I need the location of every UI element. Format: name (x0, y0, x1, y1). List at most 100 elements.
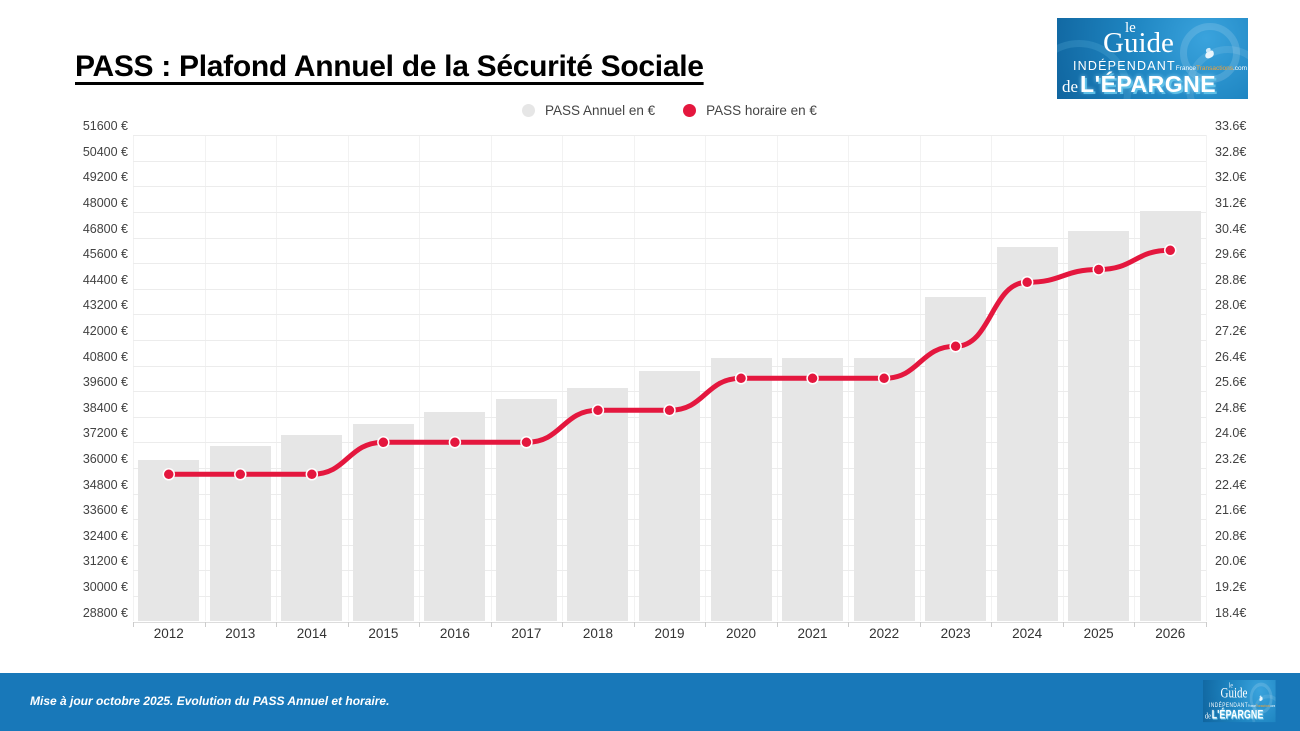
page-title: PASS : Plafond Annuel de la Sécurité Soc… (75, 50, 704, 84)
bar-2020 (710, 358, 772, 622)
vertical-gridline (347, 135, 349, 622)
vertical-gridline (419, 135, 421, 622)
logo-guide: Guide (1220, 684, 1248, 702)
logo-epargne-row: deL'ÉPARGNE (1205, 708, 1264, 722)
logo-site: FranceTransactions.com (1175, 65, 1248, 72)
right-axis-tick: 28.0€ (1215, 298, 1247, 313)
x-axis-label-2026: 2026 (1155, 626, 1186, 641)
x-axis-tickmark (919, 621, 921, 627)
legend-hourly-marker-icon (683, 103, 697, 117)
x-axis-label-2019: 2019 (654, 626, 685, 641)
x-axis-tickmark (776, 621, 778, 627)
vertical-gridline (705, 135, 707, 622)
right-axis-tick: 26.4€ (1215, 349, 1247, 364)
logo-ring-decoration (1186, 46, 1248, 99)
right-axis-tick: 32.0€ (1215, 170, 1247, 185)
logo-le: le (1228, 681, 1233, 690)
bar-2019 (639, 371, 700, 622)
x-axis-label-2018: 2018 (582, 626, 613, 641)
bar-2016 (424, 412, 486, 622)
x-axis-label-2013: 2013 (225, 626, 256, 641)
left-axis-tick: 33600 € (82, 503, 128, 518)
vertical-gridline (562, 135, 564, 622)
right-axis-tick: 19.2€ (1215, 579, 1247, 594)
right-axis-tick: 25.6€ (1215, 375, 1247, 390)
logo-de: de (1062, 77, 1079, 96)
left-axis-tick: 32400 € (82, 528, 128, 543)
vertical-gridline (633, 135, 635, 622)
right-axis-tick: 23.2€ (1215, 451, 1247, 466)
bar-2025 (1068, 231, 1130, 622)
vertical-gridline (919, 135, 921, 622)
logo-epargne: L'ÉPARGNE (1211, 707, 1264, 722)
vertical-gridline (991, 135, 993, 622)
left-axis-tick: 43200 € (82, 298, 128, 313)
x-axis-label-2016: 2016 (439, 626, 470, 641)
left-axis-tick: 30000 € (82, 579, 128, 594)
logo-ring-decoration (1252, 694, 1276, 723)
x-axis-tickmark (1206, 621, 1207, 627)
x-axis-tickmark (1062, 621, 1064, 627)
left-axis-tick: 42000 € (82, 323, 128, 338)
chart-legend: PASS Annuel en € PASS horaire en € (133, 100, 1206, 120)
bar-2026 (1139, 210, 1201, 622)
right-axis-tick: 24.0€ (1215, 426, 1247, 441)
vertical-gridline (276, 135, 278, 622)
right-axis-tick: 28.8€ (1215, 272, 1247, 287)
bar-2023 (925, 297, 987, 622)
legend-annual-marker-icon (522, 103, 536, 117)
left-axis-tick: 48000 € (82, 195, 128, 210)
right-axis-tick: 27.2€ (1215, 323, 1247, 338)
x-axis-tickmark (419, 621, 421, 627)
right-axis-tick: 31.2€ (1215, 195, 1247, 210)
bar-2021 (782, 358, 844, 622)
x-axis-tickmark (991, 621, 993, 627)
vertical-gridline (1134, 135, 1136, 622)
x-axis-label-2021: 2021 (797, 626, 828, 641)
x-axis-tickmark (562, 621, 564, 627)
logo-epargne: L'ÉPARGNE (1080, 71, 1217, 97)
logo-site: FranceTransactions.com (1248, 704, 1276, 709)
x-axis-tickmark (204, 621, 206, 627)
horizontal-gridline (133, 160, 1206, 162)
right-axis-tick: 21.6€ (1215, 503, 1247, 518)
vertical-gridline (848, 135, 850, 622)
left-axis-tick: 34800 € (82, 477, 128, 492)
x-axis-label-2025: 2025 (1083, 626, 1114, 641)
left-axis-tick: 49200 € (82, 170, 128, 185)
logo-guide: Guide (1103, 27, 1174, 59)
vertical-gridline (204, 135, 206, 622)
right-axis-tick: 24.8€ (1215, 400, 1247, 415)
x-axis-label-2024: 2024 (1012, 626, 1043, 641)
footer: Mise à jour octobre 2025. Evolution du P… (0, 673, 1300, 731)
x-axis-label-2020: 2020 (726, 626, 757, 641)
horizontal-gridline (133, 211, 1206, 213)
right-axis-tick: 29.6€ (1215, 247, 1247, 262)
x-axis-label-2022: 2022 (869, 626, 900, 641)
vertical-gridline (1206, 135, 1207, 622)
logo-independant: INDÉPENDANT (1073, 59, 1176, 73)
bar-2014 (281, 434, 343, 622)
x-axis-label-2012: 2012 (153, 626, 184, 641)
left-axis-tick: 46800 € (82, 221, 128, 236)
logo-epargne-row: deL'ÉPARGNE (1062, 71, 1216, 98)
bar-2015 (352, 424, 414, 622)
left-axis-tick: 39600 € (82, 375, 128, 390)
logo-independant-row: INDÉPENDANTFranceTransactions.com (1209, 700, 1275, 709)
right-axis-tick: 22.4€ (1215, 477, 1247, 492)
right-axis-tick: 30.4€ (1215, 221, 1247, 236)
horizontal-gridline (133, 621, 1206, 623)
x-axis-tickmark (490, 621, 492, 627)
logo-le: le (1125, 20, 1136, 36)
x-axis-tickmark (133, 621, 134, 627)
legend-hourly-label: PASS horaire en € (706, 102, 817, 118)
right-axis-tick: 33.6€ (1215, 119, 1247, 134)
horizontal-gridline (133, 237, 1206, 239)
left-axis-tick: 51600 € (82, 119, 128, 134)
bar-2017 (495, 399, 557, 622)
left-axis-tick: 37200 € (82, 426, 128, 441)
logo-de: de (1204, 710, 1211, 721)
x-axis-label-2015: 2015 (368, 626, 399, 641)
bar-2018 (567, 388, 629, 622)
